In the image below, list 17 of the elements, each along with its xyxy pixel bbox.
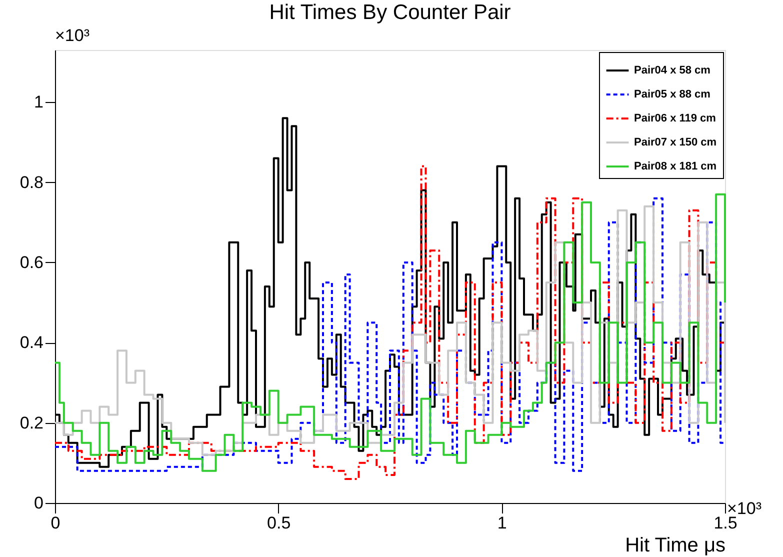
- chart-title: Hit Times By Counter Pair: [269, 1, 511, 24]
- legend-label: Pair08 x 181 cm: [634, 160, 717, 172]
- y-tick-label: 0: [34, 494, 44, 512]
- y-tick-label: 0.4: [20, 333, 44, 352]
- text: ×10³: [55, 26, 90, 45]
- legend-label: Pair07 x 150 cm: [634, 136, 717, 148]
- x-tick-label: 0: [50, 514, 60, 532]
- legend-label: Pair04 x 58 cm: [634, 64, 711, 76]
- y-tick-label: 0.8: [20, 172, 44, 192]
- x-tick-label: 1: [497, 514, 507, 532]
- y-tick-label: 0.2: [20, 413, 44, 432]
- legend-label: Pair06 x 119 cm: [634, 112, 716, 124]
- x-tick-label: 0.5: [267, 514, 291, 532]
- y-tick-label: 0.6: [20, 252, 44, 272]
- legend-label: Pair05 x 88 cm: [634, 88, 711, 100]
- x-axis-title: Hit Time μs: [625, 534, 726, 556]
- y-tick-label: 1: [34, 92, 44, 112]
